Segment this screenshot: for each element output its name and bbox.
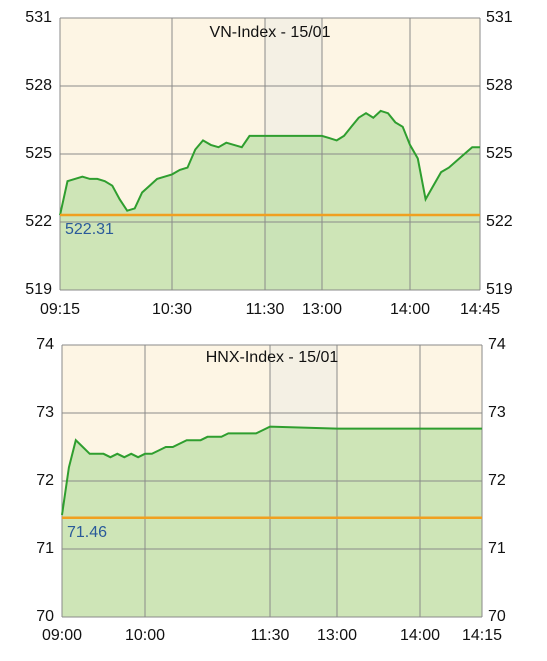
y2-tick-label: 70 — [488, 608, 506, 625]
x-tick-label: 11:30 — [246, 301, 285, 318]
chart-title: VN-Index - 15/01 — [210, 24, 331, 41]
x-tick-label: 14:15 — [462, 627, 502, 644]
x-tick-label: 14:00 — [400, 627, 440, 644]
x-tick-label: 14:45 — [460, 301, 500, 318]
y-tick-label: 525 — [25, 145, 52, 162]
x-tick-label: 10:30 — [152, 301, 192, 318]
y-tick-label: 74 — [36, 336, 54, 353]
x-tick-label: 09:00 — [42, 627, 82, 644]
x-tick-label: 11:30 — [251, 627, 290, 644]
x-tick-label: 13:00 — [302, 301, 342, 318]
x-tick-label: 10:00 — [125, 627, 165, 644]
y-tick-label: 73 — [36, 404, 54, 421]
reference-label: 71.46 — [67, 524, 107, 541]
area-fill — [60, 110, 480, 291]
y-tick-label: 72 — [36, 472, 54, 489]
y2-tick-label: 525 — [486, 145, 513, 162]
y2-tick-label: 522 — [486, 213, 513, 230]
y-tick-label: 71 — [36, 540, 54, 557]
y2-tick-label: 72 — [488, 472, 506, 489]
x-tick-label: 13:00 — [317, 627, 357, 644]
x-tick-label: 14:00 — [390, 301, 430, 318]
x-tick-label: 09:15 — [40, 301, 80, 318]
y2-tick-label: 528 — [486, 77, 513, 94]
y2-tick-label: 531 — [486, 9, 513, 26]
y-tick-label: 519 — [25, 281, 52, 298]
y2-tick-label: 73 — [488, 404, 506, 421]
y2-tick-label: 74 — [488, 336, 506, 353]
y-tick-label: 70 — [36, 608, 54, 625]
y-tick-label: 531 — [25, 9, 52, 26]
y-tick-label: 522 — [25, 213, 52, 230]
chart-title: HNX-Index - 15/01 — [206, 349, 339, 366]
price-line — [61, 425, 482, 516]
y-tick-label: 528 — [25, 77, 52, 94]
reference-label: 522.31 — [65, 221, 114, 238]
price-line — [59, 109, 480, 216]
y2-tick-label: 519 — [486, 281, 513, 298]
area-fill — [62, 426, 482, 617]
y2-tick-label: 71 — [488, 540, 506, 557]
